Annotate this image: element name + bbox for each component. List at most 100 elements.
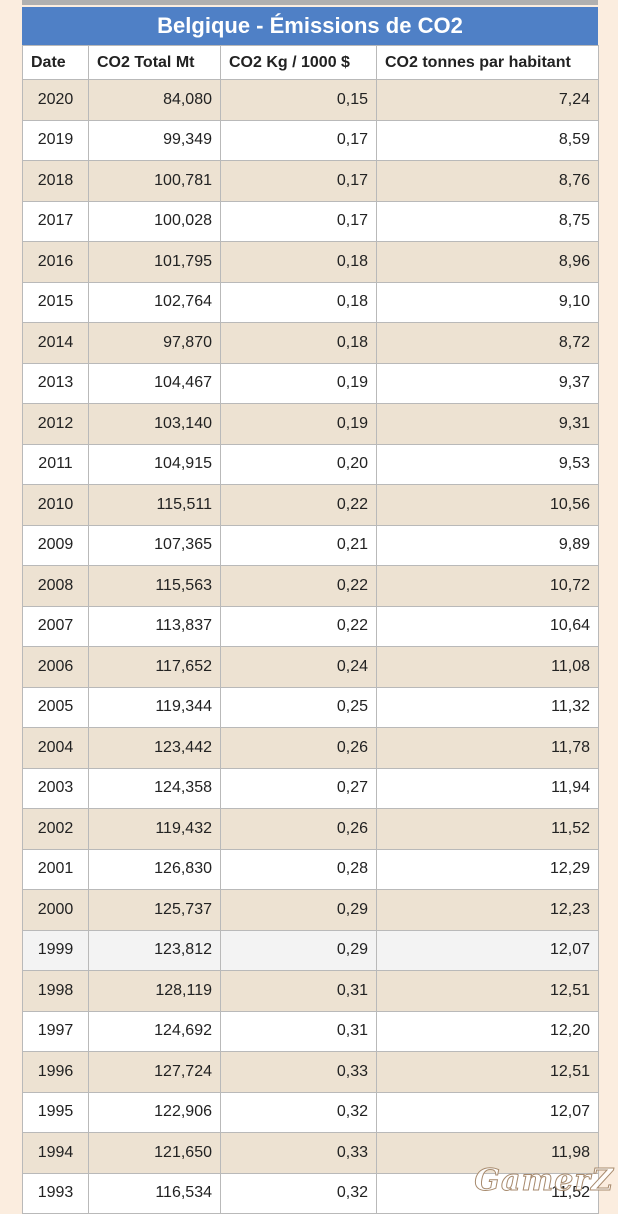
cell-date: 2011: [23, 444, 89, 485]
cell-co2-per-gdp: 0,20: [221, 444, 377, 485]
cell-co2-total: 119,344: [89, 687, 221, 728]
cell-co2-per-capita: 12,23: [377, 890, 599, 931]
table-title: Belgique - Émissions de CO2: [22, 7, 598, 45]
cell-co2-total: 102,764: [89, 282, 221, 323]
cell-co2-total: 99,349: [89, 120, 221, 161]
cell-co2-per-gdp: 0,32: [221, 1173, 377, 1214]
cell-co2-per-gdp: 0,17: [221, 201, 377, 242]
cell-co2-per-capita: 11,94: [377, 768, 599, 809]
cell-co2-per-gdp: 0,24: [221, 647, 377, 688]
cell-co2-per-capita: 7,24: [377, 80, 599, 121]
cell-co2-per-gdp: 0,18: [221, 242, 377, 283]
cell-co2-per-gdp: 0,33: [221, 1052, 377, 1093]
cell-co2-total: 113,837: [89, 606, 221, 647]
cell-co2-total: 84,080: [89, 80, 221, 121]
column-header-date[interactable]: Date: [23, 46, 89, 80]
column-header-co2-total[interactable]: CO2 Total Mt: [89, 46, 221, 80]
cell-co2-per-gdp: 0,27: [221, 768, 377, 809]
cell-co2-per-capita: 8,59: [377, 120, 599, 161]
column-header-co2-per-capita[interactable]: CO2 tonnes par habitant: [377, 46, 599, 80]
cell-co2-total: 97,870: [89, 323, 221, 364]
cell-date: 1999: [23, 930, 89, 971]
cell-co2-per-gdp: 0,19: [221, 404, 377, 445]
cell-co2-per-gdp: 0,31: [221, 971, 377, 1012]
cell-co2-total: 103,140: [89, 404, 221, 445]
cell-co2-per-gdp: 0,17: [221, 120, 377, 161]
cell-co2-total: 115,511: [89, 485, 221, 526]
cell-co2-per-gdp: 0,32: [221, 1092, 377, 1133]
table-header-row: Date CO2 Total Mt CO2 Kg / 1000 $ CO2 to…: [23, 46, 599, 80]
cell-date: 2000: [23, 890, 89, 931]
cell-co2-total: 123,812: [89, 930, 221, 971]
cell-co2-per-capita: 8,75: [377, 201, 599, 242]
cell-co2-total: 123,442: [89, 728, 221, 769]
cell-co2-per-gdp: 0,18: [221, 282, 377, 323]
cell-co2-total: 128,119: [89, 971, 221, 1012]
cell-co2-total: 116,534: [89, 1173, 221, 1214]
cell-co2-per-gdp: 0,33: [221, 1133, 377, 1174]
watermark-logo: GamerZ: [474, 1163, 614, 1198]
cell-co2-per-capita: 12,20: [377, 1011, 599, 1052]
cell-date: 2001: [23, 849, 89, 890]
cell-co2-per-capita: 8,72: [377, 323, 599, 364]
cell-date: 2006: [23, 647, 89, 688]
co2-table-widget: Belgique - Émissions de CO2 Date CO2 Tot…: [22, 7, 598, 1214]
cell-co2-per-capita: 12,51: [377, 971, 599, 1012]
cell-date: 2020: [23, 80, 89, 121]
cell-co2-total: 122,906: [89, 1092, 221, 1133]
cell-date: 2014: [23, 323, 89, 364]
cell-co2-total: 125,737: [89, 890, 221, 931]
cell-date: 2003: [23, 768, 89, 809]
top-divider: [22, 0, 598, 5]
cell-co2-total: 124,692: [89, 1011, 221, 1052]
cell-co2-per-capita: 9,53: [377, 444, 599, 485]
cell-co2-per-gdp: 0,22: [221, 485, 377, 526]
cell-co2-total: 117,652: [89, 647, 221, 688]
cell-date: 1997: [23, 1011, 89, 1052]
cell-date: 2019: [23, 120, 89, 161]
cell-co2-total: 101,795: [89, 242, 221, 283]
cell-date: 2012: [23, 404, 89, 445]
cell-date: 2007: [23, 606, 89, 647]
cell-co2-per-gdp: 0,31: [221, 1011, 377, 1052]
cell-co2-per-capita: 11,78: [377, 728, 599, 769]
cell-co2-per-capita: 11,08: [377, 647, 599, 688]
cell-co2-per-capita: 10,72: [377, 566, 599, 607]
cell-date: 1993: [23, 1173, 89, 1214]
cell-co2-total: 126,830: [89, 849, 221, 890]
cell-co2-total: 104,467: [89, 363, 221, 404]
cell-co2-per-capita: 12,07: [377, 1092, 599, 1133]
cell-co2-total: 124,358: [89, 768, 221, 809]
cell-co2-per-capita: 11,52: [377, 809, 599, 850]
cell-date: 2016: [23, 242, 89, 283]
cell-co2-per-capita: 10,56: [377, 485, 599, 526]
cell-co2-per-capita: 8,76: [377, 161, 599, 202]
cell-co2-per-gdp: 0,29: [221, 930, 377, 971]
co2-table: Date CO2 Total Mt CO2 Kg / 1000 $ CO2 to…: [22, 45, 599, 1214]
cell-co2-per-capita: 11,32: [377, 687, 599, 728]
column-header-co2-per-gdp[interactable]: CO2 Kg / 1000 $: [221, 46, 377, 80]
cell-date: 2015: [23, 282, 89, 323]
cell-co2-per-capita: 9,89: [377, 525, 599, 566]
cell-co2-per-gdp: 0,15: [221, 80, 377, 121]
cell-co2-per-gdp: 0,19: [221, 363, 377, 404]
cell-co2-per-gdp: 0,21: [221, 525, 377, 566]
cell-co2-per-capita: 9,10: [377, 282, 599, 323]
cell-co2-total: 121,650: [89, 1133, 221, 1174]
